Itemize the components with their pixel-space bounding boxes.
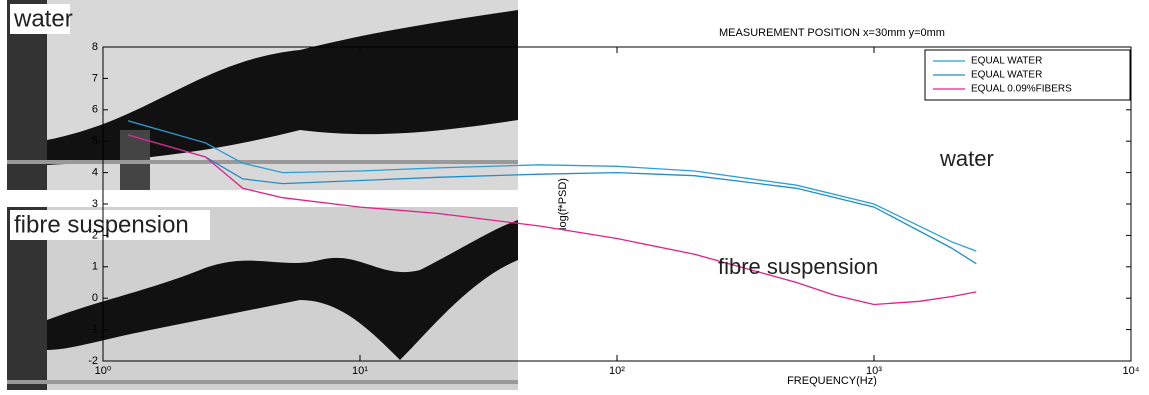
legend-label: EQUAL WATER <box>971 70 1042 81</box>
x-tick-label: 10¹ <box>352 365 368 377</box>
y-tick-label: 0 <box>92 292 98 304</box>
x-tick-label: 10³ <box>866 365 882 377</box>
y-tick-label: 6 <box>92 104 98 116</box>
data-line <box>127 134 977 306</box>
y-tick-label: -1 <box>88 324 98 336</box>
legend-label: EQUAL 0.09%FIBERS <box>971 84 1072 95</box>
data-line <box>127 120 977 252</box>
y-tick-label: 8 <box>92 41 98 53</box>
annotation: fibre suspension <box>718 254 878 279</box>
y-tick-label: 5 <box>92 135 98 147</box>
legend-label: EQUAL WATER <box>971 56 1042 67</box>
photo-label: fibre suspension <box>14 211 189 238</box>
x-tick-label: 10² <box>609 365 625 377</box>
photo-label: water <box>13 5 73 32</box>
y-tick-label: 1 <box>92 261 98 273</box>
x-tick-label: 10⁴ <box>1123 365 1140 377</box>
x-tick-label: 10⁰ <box>95 365 112 377</box>
annotation: water <box>939 146 994 171</box>
y-tick-label: -2 <box>88 355 98 367</box>
y-axis-label: log(f*PSD) <box>557 178 569 230</box>
y-tick-label: 7 <box>92 72 98 84</box>
y-tick-label: 4 <box>92 167 98 179</box>
y-tick-label: 3 <box>92 198 98 210</box>
data-line <box>127 134 977 265</box>
photo-water: water <box>7 0 518 190</box>
y-tick-label: 2 <box>92 229 98 241</box>
photo-fibre: fibre suspension <box>7 207 518 390</box>
x-axis-label: FREQUENCY(Hz) <box>787 375 877 387</box>
chart-title: MEASUREMENT POSITION x=30mm y=0mm <box>719 27 945 39</box>
